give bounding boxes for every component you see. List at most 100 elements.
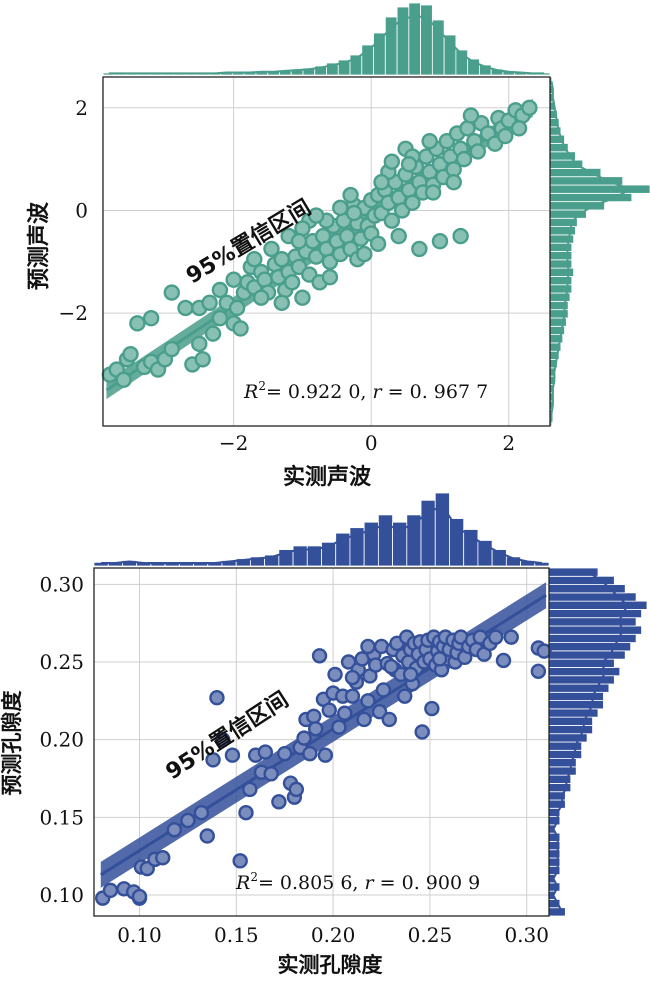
data-point bbox=[307, 207, 325, 224]
right-hist-bar bbox=[548, 609, 642, 619]
acoustic-r-value: = 0. 967 7 bbox=[382, 381, 489, 403]
porosity-y-ticks: 0.10 0.15 0.20 0.25 0.30 bbox=[39, 572, 84, 907]
data-point bbox=[288, 781, 305, 798]
top-hist-bar bbox=[434, 492, 450, 567]
data-point bbox=[273, 294, 290, 312]
data-point bbox=[497, 127, 514, 145]
porosity-r-value: = 0. 900 9 bbox=[374, 872, 481, 894]
right-hist-bar bbox=[548, 749, 583, 759]
porosity-r2-value: = 0.805 6, bbox=[258, 872, 365, 894]
data-point bbox=[290, 233, 308, 250]
right-hist-bar bbox=[549, 168, 602, 178]
acoustic-panel: −2 0 2 −202 95%置信区间 R2= 0.922 0, r = 0. 96… bbox=[27, 2, 650, 490]
top-hist-bar bbox=[377, 514, 393, 567]
right-hist-bar bbox=[548, 650, 626, 660]
porosity-x-label: 实测孔隙度 bbox=[278, 953, 383, 977]
data-point bbox=[400, 156, 418, 173]
x-tick-label: 0.10 bbox=[117, 923, 162, 947]
right-hist-bar bbox=[548, 617, 637, 627]
data-point bbox=[383, 658, 399, 675]
data-point bbox=[469, 143, 486, 160]
data-point bbox=[521, 99, 538, 116]
acoustic-r-symbol: r bbox=[373, 381, 384, 403]
data-point bbox=[224, 747, 241, 763]
data-point bbox=[209, 690, 225, 706]
data-point bbox=[194, 351, 211, 368]
data-point bbox=[530, 663, 547, 680]
acoustic-y-ticks: −2 0 2 bbox=[59, 96, 88, 325]
y-tick-label: 0.15 bbox=[39, 805, 84, 829]
data-point bbox=[369, 235, 387, 253]
data-point bbox=[383, 153, 401, 170]
data-point bbox=[375, 682, 392, 698]
data-point bbox=[321, 702, 337, 718]
data-point bbox=[225, 271, 242, 288]
data-point bbox=[390, 227, 407, 245]
data-point bbox=[445, 174, 462, 191]
data-point bbox=[373, 174, 390, 191]
data-point bbox=[404, 194, 421, 211]
data-point bbox=[337, 705, 353, 721]
data-point bbox=[452, 227, 469, 245]
data-point bbox=[204, 325, 222, 342]
right-kde-curve bbox=[550, 81, 633, 422]
top-kde-curve bbox=[108, 14, 545, 75]
data-point bbox=[371, 704, 388, 720]
data-point bbox=[211, 310, 229, 327]
data-point bbox=[271, 794, 287, 810]
data-point bbox=[317, 747, 334, 763]
data-point bbox=[307, 721, 324, 737]
data-point bbox=[277, 745, 293, 762]
data-point bbox=[302, 745, 318, 762]
acoustic-r2-sup: 2 bbox=[258, 379, 266, 393]
acoustic-points bbox=[101, 99, 538, 389]
data-point bbox=[397, 688, 413, 704]
porosity-r-symbol: r bbox=[365, 872, 376, 894]
porosity-panel: 0.10 0.15 0.20 0.25 0.30 0.10 0.15 0.20 0.25 0.3… bbox=[0, 492, 648, 977]
data-point bbox=[102, 882, 119, 899]
x-tick-label: 0.25 bbox=[408, 923, 453, 947]
data-point bbox=[294, 289, 311, 306]
top-hist-bar bbox=[431, 19, 445, 76]
right-hist-bar bbox=[548, 667, 621, 677]
right-hist-bar bbox=[548, 633, 637, 643]
x-tick-label: 0 bbox=[365, 431, 378, 455]
y-tick-label: 0.25 bbox=[39, 650, 84, 674]
data-point bbox=[115, 371, 132, 389]
porosity-gridlines bbox=[94, 568, 549, 916]
x-tick-label: 0.20 bbox=[311, 923, 356, 947]
data-point bbox=[122, 345, 139, 363]
porosity-x-ticks: 0.10 0.15 0.20 0.25 0.30 bbox=[117, 923, 549, 947]
porosity-points bbox=[95, 629, 552, 906]
acoustic-x-label: 实测声波 bbox=[283, 464, 372, 490]
data-point bbox=[327, 666, 343, 683]
data-point bbox=[488, 629, 504, 645]
data-point bbox=[360, 638, 376, 655]
y-tick-label: 0.20 bbox=[39, 728, 84, 752]
data-point bbox=[421, 132, 438, 150]
data-point bbox=[228, 299, 246, 317]
data-point bbox=[191, 335, 208, 353]
data-point bbox=[431, 233, 449, 250]
right-hist-bar bbox=[549, 176, 624, 186]
data-point bbox=[263, 240, 280, 258]
data-point bbox=[356, 245, 373, 263]
data-point bbox=[495, 652, 512, 669]
porosity-plot-frame bbox=[93, 567, 550, 917]
data-point bbox=[344, 688, 361, 704]
data-point bbox=[205, 752, 221, 768]
data-point bbox=[331, 719, 347, 735]
top-kde-curve bbox=[101, 504, 543, 564]
x-tick-label: 0.30 bbox=[504, 923, 549, 947]
data-point bbox=[536, 643, 552, 659]
data-point bbox=[424, 700, 440, 717]
porosity-r2-sup: 2 bbox=[250, 870, 258, 884]
x-tick-label: 0.15 bbox=[214, 923, 259, 947]
porosity-fit-band bbox=[99, 582, 547, 888]
data-point bbox=[311, 648, 328, 664]
y-tick-label: 2 bbox=[75, 96, 88, 120]
acoustic-r2-symbol: R bbox=[243, 381, 258, 403]
y-tick-label: 0.10 bbox=[39, 883, 84, 907]
data-point bbox=[455, 150, 473, 168]
